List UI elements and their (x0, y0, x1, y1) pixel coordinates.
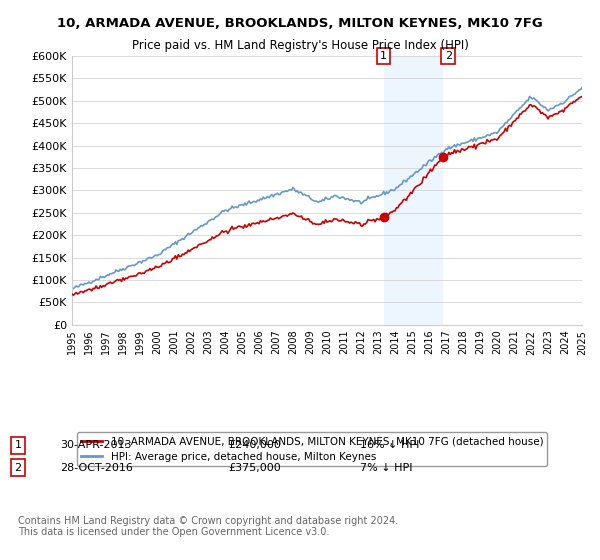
Text: 2: 2 (14, 463, 22, 473)
Text: 10, ARMADA AVENUE, BROOKLANDS, MILTON KEYNES, MK10 7FG: 10, ARMADA AVENUE, BROOKLANDS, MILTON KE… (57, 17, 543, 30)
Text: £240,000: £240,000 (228, 440, 281, 450)
Text: 30-APR-2013: 30-APR-2013 (60, 440, 131, 450)
Text: Price paid vs. HM Land Registry's House Price Index (HPI): Price paid vs. HM Land Registry's House … (131, 39, 469, 52)
Legend: 10, ARMADA AVENUE, BROOKLANDS, MILTON KEYNES, MK10 7FG (detached house), HPI: Av: 10, ARMADA AVENUE, BROOKLANDS, MILTON KE… (77, 432, 547, 466)
Text: 16% ↓ HPI: 16% ↓ HPI (360, 440, 419, 450)
Text: 1: 1 (380, 51, 387, 61)
Text: Contains HM Land Registry data © Crown copyright and database right 2024.
This d: Contains HM Land Registry data © Crown c… (18, 516, 398, 537)
Bar (383, 56, 443, 325)
Text: 28-OCT-2016: 28-OCT-2016 (60, 463, 133, 473)
Text: 1: 1 (14, 440, 22, 450)
Text: 7% ↓ HPI: 7% ↓ HPI (360, 463, 413, 473)
Text: £375,000: £375,000 (228, 463, 281, 473)
Text: 2: 2 (445, 51, 452, 61)
